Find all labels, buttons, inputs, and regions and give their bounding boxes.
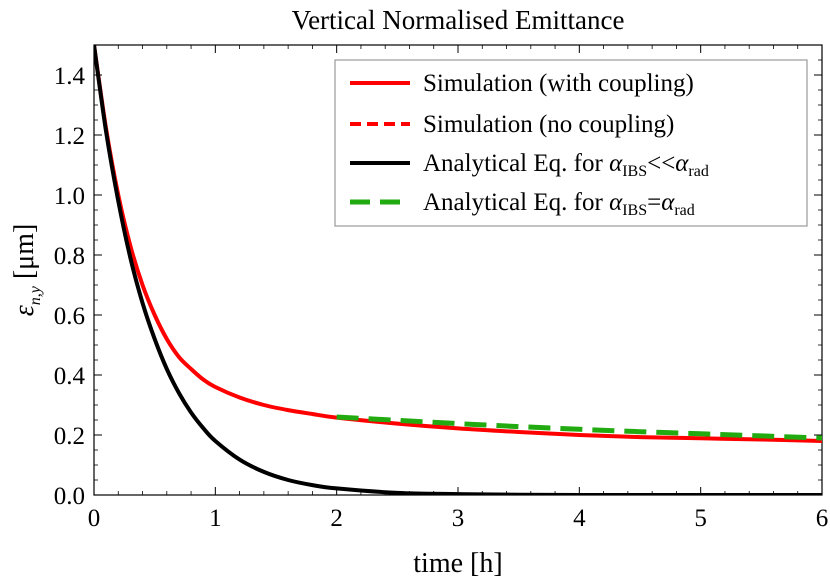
x-tick-label: 3 <box>452 505 465 532</box>
y-tick-labels: 0.0 0.2 0.4 0.6 0.8 1.0 1.2 1.4 <box>54 63 86 510</box>
y-tick-label: 1.0 <box>54 183 85 210</box>
legend: Simulation (with coupling) Simulation (n… <box>334 59 808 227</box>
legend-label-with-coupling: Simulation (with coupling) <box>423 70 694 97</box>
y-tick-label: 0.0 <box>54 483 85 510</box>
y-axis-label-rest: [μm] <box>9 224 40 286</box>
x-tick-label: 1 <box>209 505 222 532</box>
x-tick-label: 6 <box>816 505 829 532</box>
series-with-coupling <box>94 45 822 443</box>
y-axis-label-sub: n,y <box>27 285 44 305</box>
y-axis-label: εn,y [μm] <box>9 224 44 317</box>
legend-box <box>334 59 808 227</box>
x-tick-label: 2 <box>330 505 343 532</box>
y-tick-label: 0.4 <box>54 363 86 390</box>
series-layer <box>94 45 822 495</box>
y-axis-label-eps: ε <box>9 305 40 316</box>
x-tick-label: 0 <box>88 505 101 532</box>
chart-title: Vertical Normalised Emittance <box>292 5 625 35</box>
x-tick-label: 5 <box>694 505 707 532</box>
y-tick-label: 0.8 <box>54 243 85 270</box>
axis-ticks <box>93 44 823 496</box>
legend-label-analytical-ll: Analytical Eq. for αIBS<<αrad <box>423 150 709 180</box>
y-tick-label: 0.6 <box>54 303 85 330</box>
series-analytical-ll <box>94 45 822 495</box>
series-analytical-eq <box>336 414 822 441</box>
y-tick-label: 1.2 <box>54 123 85 150</box>
x-axis-label: time [h] <box>413 548 502 579</box>
y-tick-label: 1.4 <box>54 63 86 90</box>
x-tick-labels: 0 1 2 3 4 5 6 <box>88 505 829 532</box>
legend-label-no-coupling: Simulation (no coupling) <box>423 111 674 138</box>
legend-label-analytical-eq: Analytical Eq. for αIBS=αrad <box>423 189 695 219</box>
y-tick-label: 0.2 <box>54 423 85 450</box>
x-tick-label: 4 <box>573 505 586 532</box>
